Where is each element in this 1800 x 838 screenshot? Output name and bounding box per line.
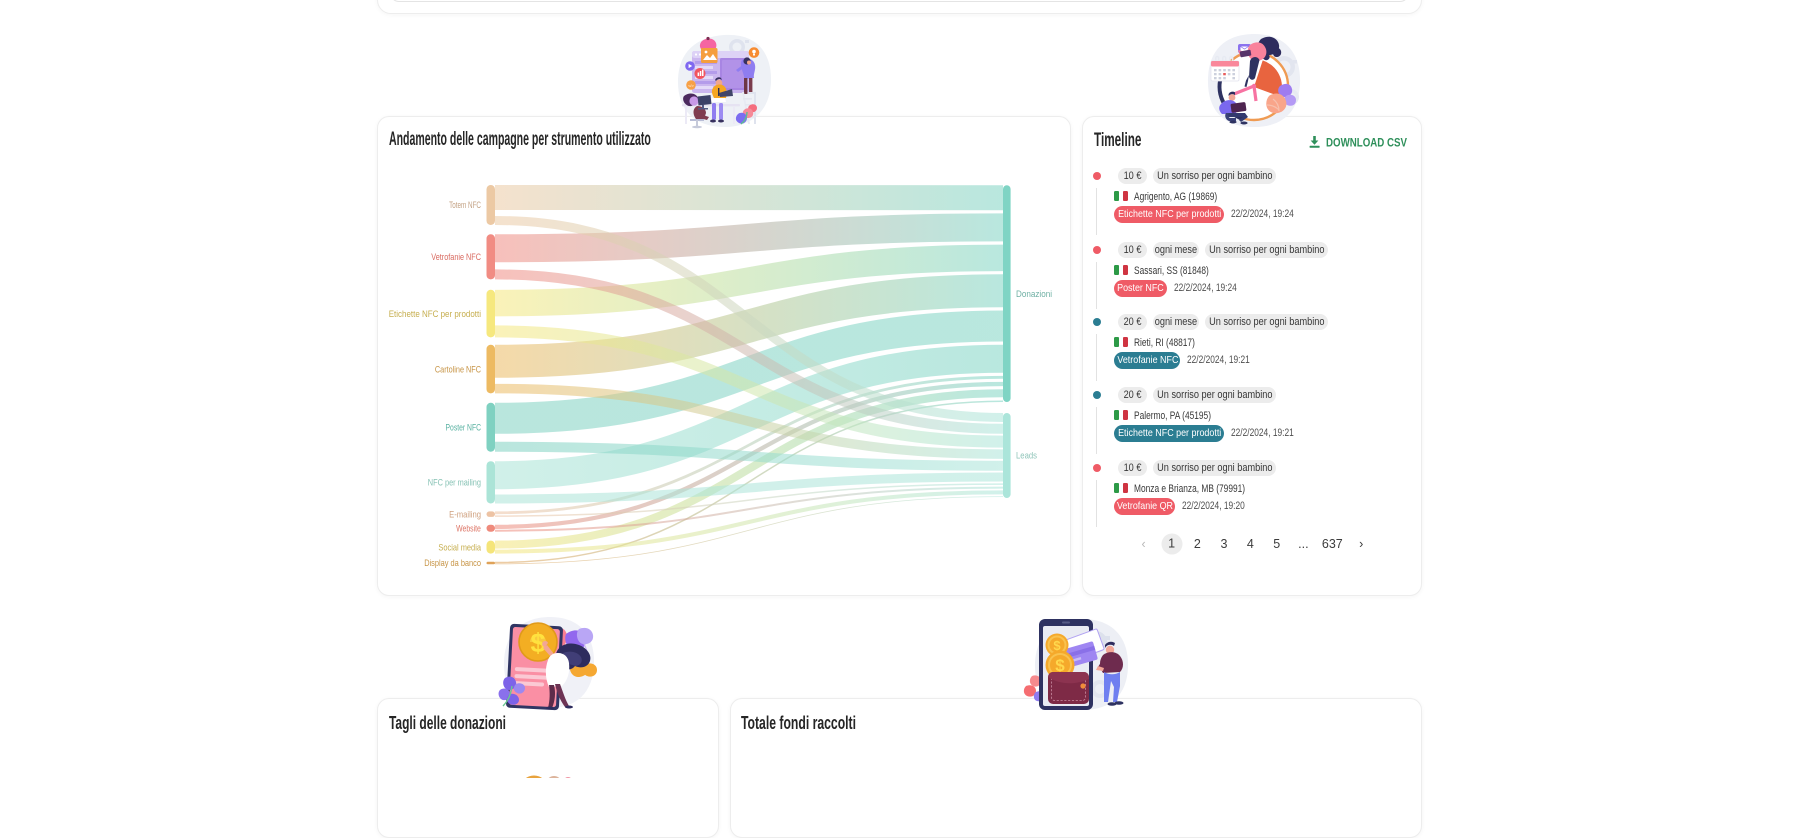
svg-text:Display da banco: Display da banco — [424, 558, 481, 568]
svg-text:Social media: Social media — [438, 542, 481, 552]
svg-text:Vetrofanie NFC: Vetrofanie NFC — [431, 252, 481, 262]
svg-text:DOWNLOAD CSV: DOWNLOAD CSV — [1326, 136, 1407, 149]
svg-text:Cartoline NFC: Cartoline NFC — [435, 364, 481, 374]
svg-text:$: $ — [1055, 656, 1065, 675]
svg-text:E-mailing: E-mailing — [449, 509, 481, 519]
svg-text:Leads: Leads — [1016, 451, 1037, 461]
svg-text:Tagli delle donazioni: Tagli delle donazioni — [389, 713, 506, 733]
svg-text:Totem NFC: Totem NFC — [449, 200, 481, 210]
svg-text:$: $ — [530, 628, 545, 658]
svg-text:NFC per mailing: NFC per mailing — [428, 478, 481, 488]
svg-text:Poster NFC: Poster NFC — [446, 422, 482, 432]
svg-text:Andamento delle campagne per s: Andamento delle campagne per strumento u… — [389, 129, 651, 150]
svg-text:Website: Website — [456, 524, 481, 534]
svg-text:Donazioni: Donazioni — [1016, 289, 1052, 299]
svg-text:Etichette NFC per prodotti: Etichette NFC per prodotti — [389, 309, 481, 319]
svg-text:</>: </> — [688, 83, 694, 88]
svg-text:$: $ — [1053, 638, 1061, 653]
svg-text:Timeline: Timeline — [1094, 130, 1141, 151]
svg-text:Totale fondi raccolti: Totale fondi raccolti — [741, 713, 856, 733]
